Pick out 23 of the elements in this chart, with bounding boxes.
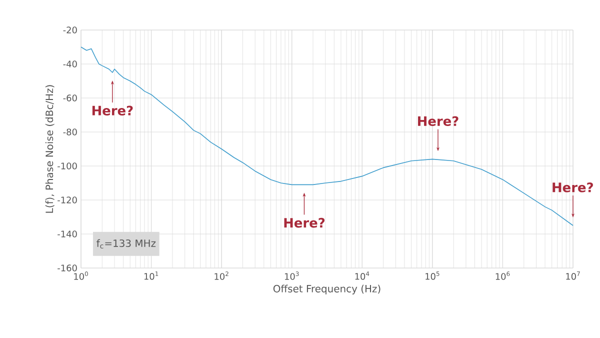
y-tick-label: -40 <box>63 60 77 68</box>
x-tick-label: 10$^{5}$ <box>426 272 440 280</box>
annotation: Here? <box>92 106 133 116</box>
annotation: f$_{c}$=133 MHz <box>96 239 156 248</box>
y-tick-label: -120 <box>58 196 77 204</box>
x-tick-label: 10$^{6}$ <box>496 272 510 280</box>
x-tick-label: 10$^{0}$ <box>74 272 88 280</box>
annotation: Here? <box>284 218 325 228</box>
y-tick-label: -20 <box>63 26 77 34</box>
y-tick-label: -140 <box>58 230 77 238</box>
y-tick-label: -160 <box>58 264 77 272</box>
y-tick-label: -60 <box>63 94 77 102</box>
annotation: Here? <box>418 116 458 126</box>
x-tick-label: 10$^{1}$ <box>144 272 158 280</box>
y-tick-label: -80 <box>63 128 77 136</box>
x-tick-label: 10$^{3}$ <box>284 272 299 280</box>
x-tick-label: 10$^{2}$ <box>214 272 228 280</box>
y-axis-title: L(f), Phase Noise (dBc/Hz) <box>45 85 54 213</box>
x-tick-label: 10$^{7}$ <box>566 272 580 280</box>
y-tick-label: -100 <box>58 162 77 170</box>
x-tick-label: 10$^{4}$ <box>355 272 370 280</box>
annotation: Here? <box>552 182 593 192</box>
x-axis-title: Offset Frequency (Hz) <box>273 284 380 294</box>
